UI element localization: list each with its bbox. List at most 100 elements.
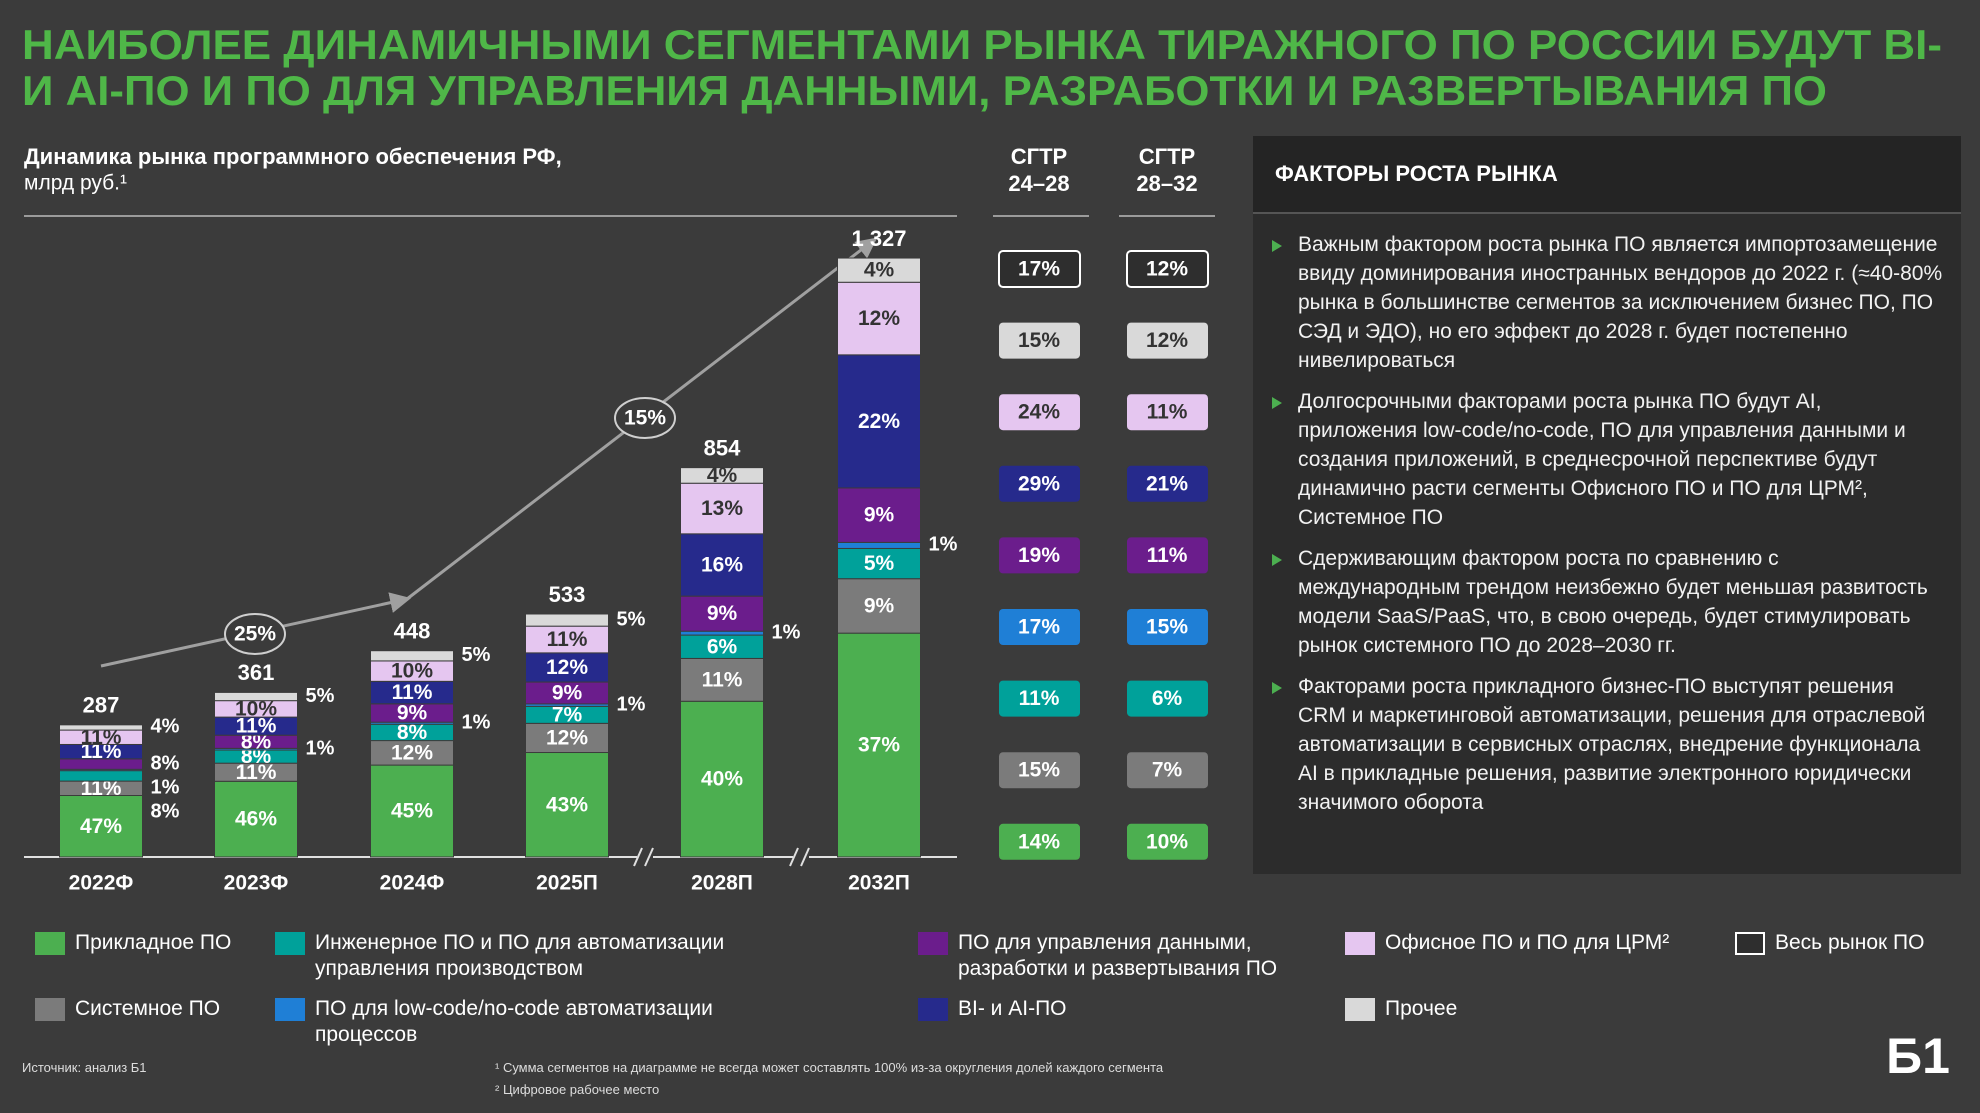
cagr-bubble bbox=[224, 613, 286, 655]
legend-label: Системное ПО bbox=[75, 997, 221, 1020]
legend-swatch bbox=[1735, 932, 1765, 955]
legend-swatch bbox=[1345, 998, 1375, 1021]
segment-label: 12% bbox=[391, 741, 433, 764]
source: Источник: анализ Б1 bbox=[22, 1060, 147, 1075]
segment-label: 9% bbox=[864, 504, 895, 527]
segment-label-outside: 5% bbox=[617, 608, 646, 630]
legend-swatch bbox=[35, 998, 65, 1021]
segment-label: 4% bbox=[707, 464, 738, 487]
cagr-label: 29% bbox=[1018, 472, 1060, 495]
bar-segment bbox=[370, 650, 454, 662]
total-label: 854 bbox=[704, 435, 741, 460]
cagr-label: 14% bbox=[1018, 830, 1060, 853]
legend-item: ПО для управления данными, разработки и … bbox=[918, 930, 1338, 982]
bar-segment bbox=[837, 632, 921, 858]
cagr-label: 11% bbox=[1147, 401, 1188, 424]
cagr-box bbox=[998, 250, 1081, 288]
total-label: 533 bbox=[549, 582, 586, 607]
segment-label: 11% bbox=[81, 740, 122, 763]
cagr-label: 24% bbox=[1018, 401, 1060, 424]
legend-item: Офисное ПО и ПО для ЦРМ² bbox=[1345, 930, 1669, 956]
segment-label: 11% bbox=[702, 668, 743, 691]
factor-item: Сдерживающим фактором роста по сравнению… bbox=[1272, 544, 1943, 660]
x-tick-label: 2032П bbox=[848, 872, 910, 895]
segment-label-outside: 1% bbox=[462, 711, 491, 733]
bar-segment bbox=[525, 752, 609, 858]
cagr-box bbox=[999, 609, 1080, 645]
legend-item: Прикладное ПО bbox=[35, 930, 231, 956]
segment-label: 9% bbox=[552, 682, 583, 705]
cagr-box bbox=[999, 322, 1080, 359]
legend-swatch bbox=[275, 998, 305, 1021]
cagr-header: СГТР 24–28 bbox=[1008, 144, 1070, 196]
segment-label-outside: 5% bbox=[462, 644, 491, 666]
legend-label: Прикладное ПО bbox=[75, 931, 232, 954]
cagr-label: 11% bbox=[1147, 544, 1188, 567]
cagr-box bbox=[999, 394, 1080, 431]
segment-label: 11% bbox=[81, 777, 122, 800]
legend-label: Весь рынок ПО bbox=[1775, 931, 1925, 954]
legend-item: ПО для low-code/no-code автоматизации пр… bbox=[275, 996, 785, 1048]
total-label: 361 bbox=[238, 660, 275, 685]
cagr-box bbox=[1127, 465, 1208, 502]
bar-segment bbox=[837, 487, 921, 543]
bar-segment bbox=[59, 724, 143, 731]
segment-label: 22% bbox=[858, 410, 900, 433]
legend-label: ПО для low-code/no-code автоматизации пр… bbox=[315, 997, 713, 1046]
title-line: НАИБОЛЕЕ ДИНАМИЧНЫМИ СЕГМЕНТАМИ РЫНКА ТИ… bbox=[22, 21, 1942, 68]
cagr-label: 19% bbox=[1018, 544, 1060, 567]
segment-label: 45% bbox=[391, 800, 433, 823]
cagr-label: 21% bbox=[1146, 472, 1188, 495]
bar-segment bbox=[525, 722, 609, 754]
cagr-label: 17% bbox=[1018, 616, 1060, 639]
legend-label: BI- и AI-ПО bbox=[958, 997, 1067, 1020]
footnote: ¹ Сумма сегментов на диаграмме не всегда… bbox=[495, 1060, 1164, 1075]
axis-break bbox=[633, 847, 810, 867]
segment-label-outside: 1% bbox=[306, 737, 335, 759]
x-tick-label: 2023Ф bbox=[224, 872, 289, 895]
cagr-box bbox=[999, 680, 1080, 717]
bar-segment bbox=[837, 578, 921, 634]
segment-label: 12% bbox=[858, 307, 900, 330]
segment-label: 43% bbox=[546, 793, 588, 816]
cagr-box bbox=[999, 537, 1080, 574]
legend-swatch bbox=[1345, 932, 1375, 955]
factors-title: ФАКТОРЫ РОСТА РЫНКА bbox=[1253, 136, 1961, 214]
cagr-label: 17% bbox=[1018, 258, 1060, 281]
x-tick-label: 2022Ф bbox=[69, 872, 134, 895]
cagr-box bbox=[1127, 609, 1208, 645]
segment-label: 11% bbox=[81, 726, 122, 749]
factor-item: Важным фактором роста рынка ПО является … bbox=[1272, 230, 1943, 375]
segment-label: 12% bbox=[546, 726, 588, 749]
segment-label-outside: 1% bbox=[772, 621, 801, 643]
bar-segment bbox=[525, 652, 609, 683]
bar-segment bbox=[680, 467, 764, 484]
cagr-label: 12% bbox=[1146, 329, 1188, 352]
segment-label: 4% bbox=[864, 259, 895, 282]
segment-label: 11% bbox=[547, 628, 588, 651]
bar-segment bbox=[680, 482, 764, 535]
legend-label: Инженерное ПО и ПО для автоматизации упр… bbox=[315, 931, 725, 980]
segment-label: 12% bbox=[546, 656, 588, 679]
cagr-box bbox=[1126, 250, 1209, 288]
bar-segment bbox=[680, 533, 764, 597]
legend-swatch bbox=[918, 998, 948, 1021]
segment-label: 11% bbox=[236, 715, 277, 738]
cagr-label: 15% bbox=[1018, 329, 1060, 352]
total-label: 287 bbox=[83, 693, 120, 718]
legend-item: Системное ПО bbox=[35, 996, 220, 1022]
legend-item: BI- и AI-ПО bbox=[918, 996, 1067, 1022]
segment-label: 11% bbox=[236, 761, 277, 784]
bar-segment bbox=[837, 281, 921, 356]
bar-segment bbox=[214, 691, 298, 702]
subtitle-line: млрд руб.¹ bbox=[24, 172, 127, 195]
cagr-label: 7% bbox=[1152, 759, 1183, 782]
segment-label: 46% bbox=[235, 808, 277, 831]
cagr-bubble bbox=[614, 397, 676, 439]
legend-label: Офисное ПО и ПО для ЦРМ² bbox=[1385, 931, 1670, 954]
cagr-label: 6% bbox=[1152, 687, 1183, 710]
cagr-box bbox=[999, 465, 1080, 502]
legend-item: Прочее bbox=[1345, 996, 1457, 1022]
cagr-box bbox=[999, 752, 1080, 789]
